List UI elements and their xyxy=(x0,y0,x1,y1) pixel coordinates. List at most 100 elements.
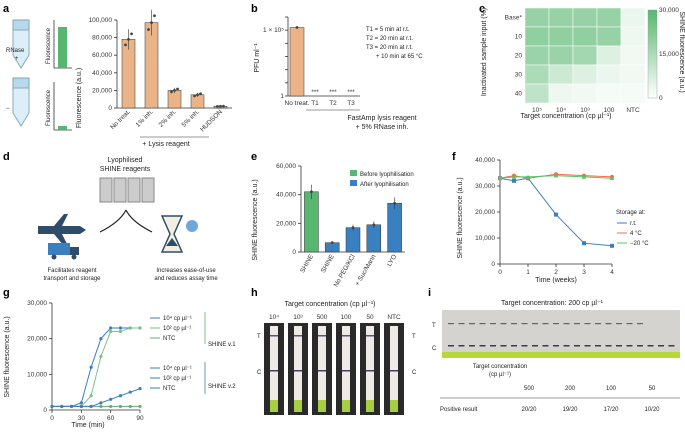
g-point xyxy=(89,394,93,398)
e-xtick-label: LYO xyxy=(386,254,398,268)
i-row-label: Target concentration xyxy=(473,364,527,370)
c-col-label: 10⁵ xyxy=(532,107,542,114)
a-ytick-label: 80,000 xyxy=(92,35,112,42)
chart-c: Base* 10 20 30 40 10⁵ 10⁴ 10³ 100 NTC 30,000 15,000… xyxy=(505,7,680,114)
h-strip-window xyxy=(270,326,278,412)
c-cell xyxy=(572,26,598,47)
f-ytick-label: 10,000 xyxy=(475,235,495,242)
g-point xyxy=(99,354,103,359)
c-cell xyxy=(620,26,646,47)
f-point xyxy=(581,174,587,179)
c-col-label: 100 xyxy=(604,107,615,114)
e-ytick-label: 40,000 xyxy=(276,192,296,199)
panel-h-letter: h xyxy=(251,287,258,299)
h-test-line xyxy=(270,335,278,337)
i-control-line xyxy=(521,345,528,347)
i-control-line xyxy=(500,345,507,347)
g-point xyxy=(138,387,142,391)
g-ytick-label: 30,000 xyxy=(27,300,47,307)
tube-rnase-label: RNase xyxy=(6,48,25,54)
a-ytick-label: 60,000 xyxy=(92,52,112,59)
i-conc-value: 200 xyxy=(565,386,576,392)
f-point xyxy=(582,241,586,246)
h-strip-window xyxy=(390,326,398,412)
g-series-line xyxy=(52,327,140,407)
h-strip-pad xyxy=(390,400,398,412)
c-colorbar-tick: 30,000 xyxy=(659,7,679,14)
e-dot xyxy=(351,226,355,230)
g-series-line xyxy=(52,327,140,407)
g-point xyxy=(128,390,132,394)
g-point xyxy=(69,404,74,409)
c-row-label: 10 xyxy=(515,34,523,41)
d-title-2: SHINE reagents xyxy=(100,166,151,173)
hourglass-icon xyxy=(160,215,198,253)
a-dot xyxy=(124,43,127,47)
mini-bar-high xyxy=(58,27,67,68)
c-cell xyxy=(548,7,574,28)
i-control-line xyxy=(490,345,496,347)
b-note-4: + 10 min at 65 °C xyxy=(376,54,423,60)
e-xtick-label: SHINE xyxy=(299,253,315,274)
airplane-icon xyxy=(38,214,86,246)
i-control-line xyxy=(479,345,486,347)
h-strip-pad xyxy=(270,400,278,412)
i-test-line xyxy=(616,323,622,325)
g-point xyxy=(109,326,113,330)
g-legend-v1-label: NTC xyxy=(163,336,176,342)
i-control-line xyxy=(637,345,643,347)
h-T-label-right: T xyxy=(412,334,416,340)
b-xtick-label: No treat. xyxy=(285,100,310,107)
g-xlabel: Time (min) xyxy=(71,422,104,429)
g-point xyxy=(89,404,93,409)
a-dot xyxy=(147,28,150,31)
i-control-line xyxy=(563,345,570,347)
e-bar xyxy=(366,224,382,253)
i-test-line xyxy=(469,323,475,325)
c-cell xyxy=(620,83,646,104)
i-test-line xyxy=(532,323,538,325)
i-result-value: 20/20 xyxy=(521,407,537,413)
i-test-line xyxy=(490,323,496,325)
b-note-3: T3 = 20 min at r.t. xyxy=(366,45,413,51)
i-strip-image xyxy=(442,310,680,357)
b-note-2: T2 = 20 min at r.t. xyxy=(366,36,413,42)
b-stars: *** xyxy=(347,89,355,96)
i-row-label-2: (cp µl⁻¹) xyxy=(489,372,511,378)
g-point xyxy=(118,329,123,334)
c-cell xyxy=(524,45,550,66)
panel-i-letter: i xyxy=(428,287,431,299)
h-control-line xyxy=(366,370,374,372)
i-test-line xyxy=(626,323,633,325)
g-point xyxy=(118,394,123,398)
g-point xyxy=(99,404,103,409)
a-dot xyxy=(127,37,130,41)
g-legend-v2-label: 10² cp µl⁻¹ xyxy=(163,376,191,382)
e-legend-swatch-after xyxy=(350,180,357,186)
h-strip-label: 10⁴ xyxy=(269,314,279,321)
f-xtick-label: 4 xyxy=(610,269,614,276)
f-xlabel: Time (weeks) xyxy=(535,277,577,284)
e-ytick-label: 20,000 xyxy=(276,220,296,227)
e-legend-after: After lyophilisation xyxy=(360,182,409,188)
c-colorbar-tick: 0 xyxy=(659,95,663,102)
e-bar xyxy=(304,191,319,253)
f-point xyxy=(512,178,516,183)
g-xtick-label: 90 xyxy=(136,415,144,422)
c-cell xyxy=(620,45,646,66)
i-control-line xyxy=(448,345,454,347)
i-control-line xyxy=(616,345,622,347)
c-col-label: 10⁴ xyxy=(556,107,566,114)
panel-c-letter: c xyxy=(479,3,485,15)
c-cell xyxy=(596,7,622,28)
tube-strip-icon xyxy=(99,177,155,203)
g-point xyxy=(79,404,83,409)
h-control-line xyxy=(294,370,302,372)
b-bar xyxy=(289,27,305,97)
a-dot xyxy=(193,94,196,98)
g-point xyxy=(109,329,113,334)
g-xtick-label: 30 xyxy=(78,415,86,422)
c-cell xyxy=(524,7,550,28)
mini-ylabel-top: Fluorescence xyxy=(46,27,52,64)
e-dot xyxy=(372,223,376,227)
